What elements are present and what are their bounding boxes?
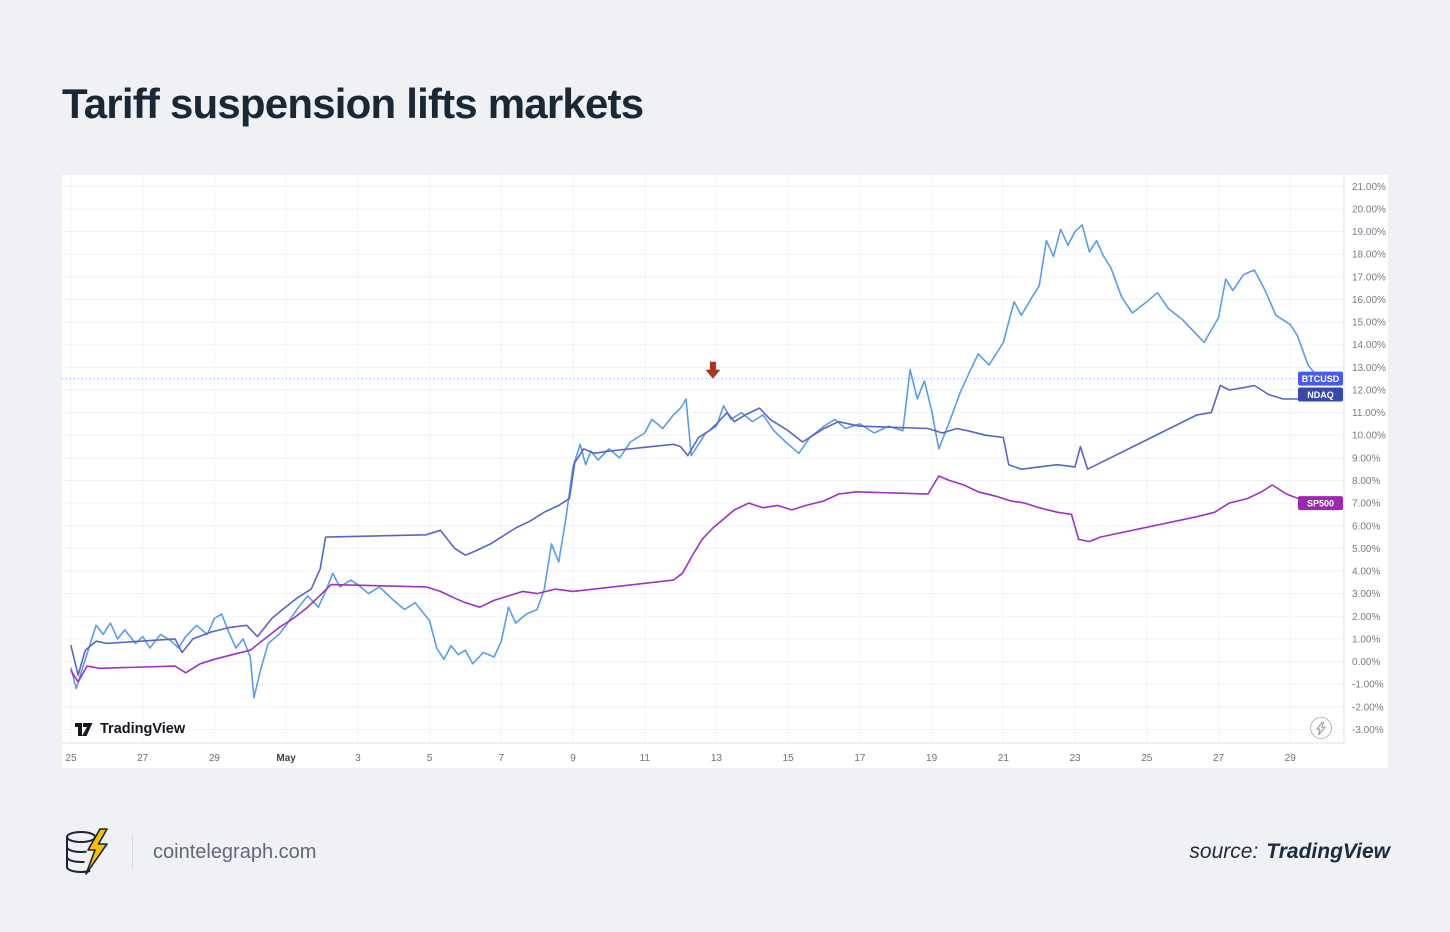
svg-text:9.00%: 9.00%	[1352, 453, 1380, 464]
footer-brand: cointelegraph.com	[62, 828, 316, 876]
svg-text:17.00%: 17.00%	[1352, 272, 1386, 283]
svg-text:-2.00%: -2.00%	[1352, 702, 1384, 713]
svg-text:0.00%: 0.00%	[1352, 657, 1380, 668]
price-label-BTCUSD: BTCUSD	[1298, 371, 1343, 386]
svg-text:13.00%: 13.00%	[1352, 363, 1386, 374]
svg-text:3.00%: 3.00%	[1352, 589, 1380, 600]
svg-text:19.00%: 19.00%	[1352, 227, 1386, 238]
svg-text:20.00%: 20.00%	[1352, 204, 1386, 215]
svg-text:25: 25	[1141, 753, 1153, 764]
site-name: cointelegraph.com	[153, 840, 317, 863]
source-credit: source: TradingView	[1189, 840, 1390, 864]
svg-text:10.00%: 10.00%	[1352, 431, 1386, 442]
svg-text:4.00%: 4.00%	[1352, 567, 1380, 578]
svg-text:-1.00%: -1.00%	[1352, 680, 1384, 691]
svg-text:23: 23	[1069, 753, 1081, 764]
svg-text:9: 9	[570, 753, 576, 764]
footer: cointelegraph.com source: TradingView	[62, 824, 1390, 880]
svg-text:15: 15	[783, 753, 795, 764]
grid	[62, 175, 1345, 744]
svg-text:11.00%: 11.00%	[1352, 408, 1385, 419]
price-label-SP500: SP500	[1298, 496, 1343, 511]
series-line-NDAQ	[70, 384, 1324, 676]
svg-text:6.00%: 6.00%	[1352, 521, 1380, 532]
svg-text:7.00%: 7.00%	[1352, 499, 1380, 510]
svg-text:13: 13	[711, 753, 723, 764]
svg-text:1.00%: 1.00%	[1352, 634, 1380, 645]
svg-text:5: 5	[427, 753, 433, 764]
x-axis-labels: 25 27 29 May 3 5 7 9 11 13 15 17 19 21 23 25 27 29	[65, 753, 1296, 764]
page-title: Tariff suspension lifts markets	[62, 80, 644, 128]
svg-text:27: 27	[1213, 753, 1225, 764]
svg-text:18.00%: 18.00%	[1352, 250, 1386, 261]
svg-text:29: 29	[1285, 753, 1297, 764]
svg-text:7: 7	[499, 753, 505, 764]
svg-text:15.00%: 15.00%	[1352, 318, 1386, 329]
svg-text:19: 19	[926, 753, 938, 764]
boost-button[interactable]	[1310, 717, 1332, 739]
svg-text:3: 3	[355, 753, 361, 764]
svg-text:BTCUSD: BTCUSD	[1302, 374, 1340, 384]
price-label-NDAQ: NDAQ	[1298, 387, 1343, 402]
svg-text:14.00%: 14.00%	[1352, 340, 1386, 351]
chart-card: BTCUSD NDAQ SP500 21.00% 20.00% 19.00% 18.00% 1…	[62, 175, 1388, 768]
watermark-label: TradingView	[100, 721, 186, 737]
series-line-BTCUSD	[70, 223, 1320, 699]
svg-text:25: 25	[65, 753, 77, 764]
svg-text:NDAQ: NDAQ	[1307, 390, 1334, 400]
svg-text:27: 27	[137, 753, 149, 764]
svg-text:May: May	[276, 753, 296, 764]
svg-text:17: 17	[854, 753, 866, 764]
svg-text:SP500: SP500	[1307, 499, 1334, 509]
svg-text:12.00%: 12.00%	[1352, 385, 1386, 396]
tradingview-watermark[interactable]: TradingView	[74, 719, 185, 739]
source-label: source:	[1189, 840, 1259, 863]
footer-divider	[132, 834, 133, 870]
source-name: TradingView	[1266, 840, 1390, 863]
cointelegraph-logo-icon	[66, 828, 108, 875]
svg-text:11: 11	[640, 753, 651, 764]
svg-text:29: 29	[209, 753, 221, 764]
lightning-icon	[1316, 721, 1326, 735]
y-axis-labels: 21.00% 20.00% 19.00% 18.00% 17.00% 16.00% 15.0…	[1352, 182, 1386, 736]
svg-text:5.00%: 5.00%	[1352, 544, 1380, 555]
annotation-arrow-icon	[705, 361, 721, 379]
svg-text:-3.00%: -3.00%	[1352, 725, 1384, 736]
svg-text:2.00%: 2.00%	[1352, 612, 1380, 623]
tradingview-logo-icon	[75, 722, 93, 736]
chart-svg[interactable]: BTCUSD NDAQ SP500 21.00% 20.00% 19.00% 18.00% 1…	[62, 175, 1388, 768]
svg-text:16.00%: 16.00%	[1352, 295, 1386, 306]
svg-text:8.00%: 8.00%	[1352, 476, 1380, 487]
series-line-SP500	[70, 475, 1324, 683]
svg-text:21: 21	[998, 753, 1010, 764]
svg-text:21.00%: 21.00%	[1352, 182, 1386, 193]
